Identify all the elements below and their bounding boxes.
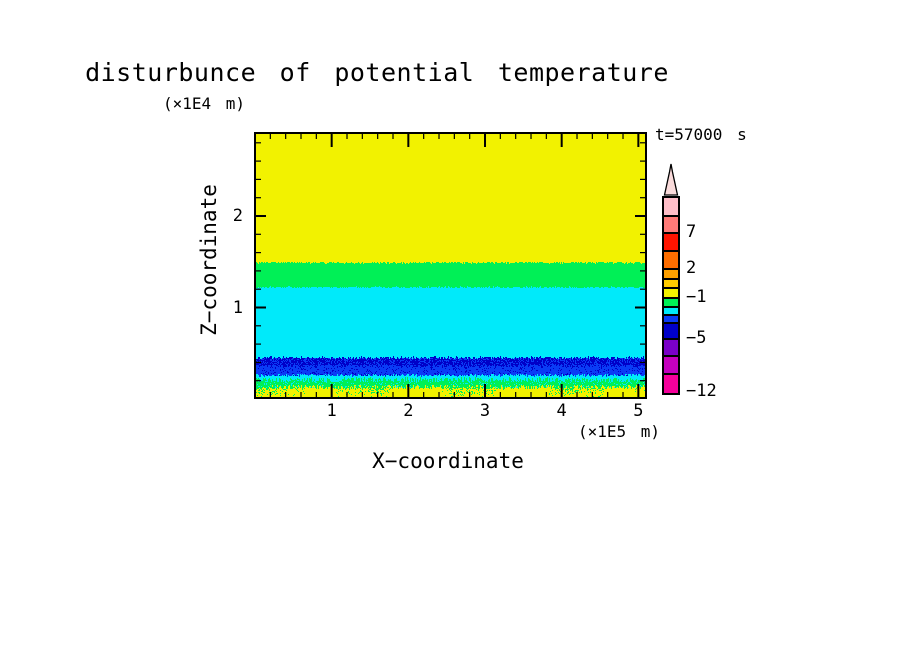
colorbar-segment <box>664 375 678 393</box>
z-axis-unit-label: (×1E4 m) <box>163 94 246 113</box>
colorbar-segment <box>664 252 678 270</box>
z-tick-label: 1 <box>232 297 243 318</box>
x-axis-unit-label: (×1E5 m) <box>577 422 660 441</box>
colorbar-segment <box>664 198 678 217</box>
colorbar-segment <box>664 340 678 357</box>
colorbar-segment <box>664 217 678 234</box>
colorbar-segment <box>664 270 678 280</box>
colorbar-tick-label: −1 <box>686 287 707 307</box>
time-annotation: t=57000 s <box>655 125 747 144</box>
colorbar-overflow-arrow-icon <box>663 163 679 196</box>
colorbar-segment <box>664 289 678 299</box>
x-tick-label: 4 <box>556 401 567 421</box>
colorbar-segment <box>664 234 678 252</box>
x-tick-label: 5 <box>633 401 644 421</box>
colorbar-tick-label: −5 <box>686 328 707 348</box>
x-tick-label: 1 <box>326 401 337 421</box>
plot-frame <box>254 132 647 399</box>
colorbar-segment <box>664 357 678 375</box>
x-axis-title: X−coordinate <box>372 449 524 473</box>
colorbar-tick-label: 7 <box>686 222 697 242</box>
chart-title: disturbunce of potential temperature <box>85 58 669 87</box>
z-tick-label: 2 <box>232 206 243 226</box>
colorbar-tick-label: −12 <box>686 381 717 401</box>
colorbar-segments <box>662 196 680 395</box>
colorbar-segment <box>664 308 678 316</box>
colorbar-segment <box>664 316 678 324</box>
colorbar-segment <box>664 324 678 340</box>
colorbar-segment <box>664 280 678 289</box>
x-tick-label: 3 <box>479 401 491 421</box>
plot-canvas <box>256 134 645 397</box>
colorbar-segment <box>664 299 678 308</box>
x-tick-label: 2 <box>403 401 414 421</box>
colorbar-tick-label: 2 <box>686 258 697 278</box>
